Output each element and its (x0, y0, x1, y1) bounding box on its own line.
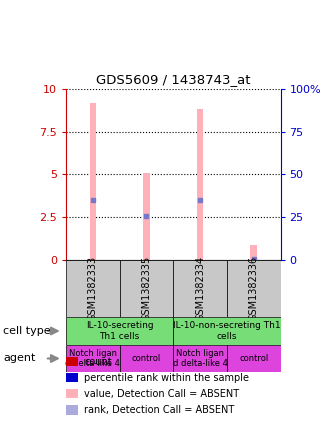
Text: IL-10-non-secreting Th1
cells: IL-10-non-secreting Th1 cells (173, 321, 281, 341)
Text: IL-10-secreting
Th1 cells: IL-10-secreting Th1 cells (86, 321, 153, 341)
Text: GSM1382333: GSM1382333 (88, 256, 98, 321)
Text: Notch ligan
d delta-like 4: Notch ligan d delta-like 4 (173, 349, 227, 368)
Text: control: control (239, 354, 268, 363)
Bar (227, 345, 280, 372)
Bar (197, 110, 203, 260)
Title: GDS5609 / 1438743_at: GDS5609 / 1438743_at (96, 73, 250, 86)
Text: Notch ligan
d delta-like 4: Notch ligan d delta-like 4 (65, 349, 120, 368)
Bar (119, 260, 173, 317)
Text: percentile rank within the sample: percentile rank within the sample (84, 373, 249, 383)
Bar (66, 345, 120, 372)
Bar (66, 317, 173, 345)
Bar (173, 317, 280, 345)
Text: agent: agent (3, 354, 36, 363)
Bar (143, 173, 150, 260)
Text: value, Detection Call = ABSENT: value, Detection Call = ABSENT (84, 389, 239, 399)
Text: cell type: cell type (3, 326, 51, 336)
Bar (173, 260, 227, 317)
Text: count: count (84, 357, 112, 367)
Text: GSM1382335: GSM1382335 (142, 256, 151, 321)
Bar (66, 260, 120, 317)
Bar (173, 345, 227, 372)
Bar (227, 260, 280, 317)
Text: GSM1382336: GSM1382336 (249, 256, 259, 321)
Text: rank, Detection Call = ABSENT: rank, Detection Call = ABSENT (84, 405, 234, 415)
Text: control: control (132, 354, 161, 363)
Bar (90, 102, 96, 260)
Bar (119, 345, 173, 372)
Text: GSM1382334: GSM1382334 (195, 256, 205, 321)
Bar (250, 245, 257, 260)
